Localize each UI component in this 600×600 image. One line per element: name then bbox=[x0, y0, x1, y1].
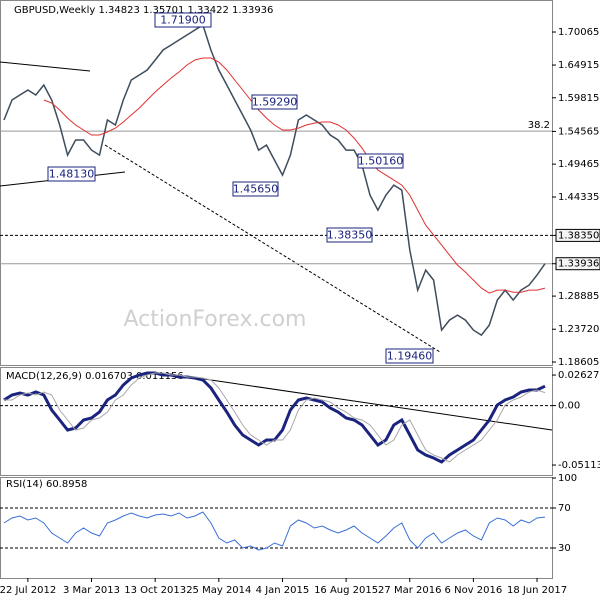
annotation-box bbox=[232, 181, 279, 197]
y-tick-label: 1.49465 bbox=[558, 159, 599, 170]
y-tick-label: 1.70065 bbox=[558, 27, 599, 38]
y-tick-label: 1.54565 bbox=[558, 126, 599, 137]
series-line bbox=[3, 23, 546, 337]
annotation-box bbox=[385, 348, 434, 364]
price-box bbox=[555, 228, 600, 242]
y-tick-label: 100 bbox=[558, 473, 577, 484]
series-line bbox=[43, 57, 546, 294]
x-tick-label: 16 Aug 2015 bbox=[314, 585, 378, 596]
annotation-box bbox=[251, 94, 298, 110]
annotation: 1.38350 bbox=[327, 229, 373, 242]
x-tick-label: 6 Nov 2016 bbox=[445, 585, 503, 596]
macd-panel bbox=[0, 367, 553, 476]
annotation-box bbox=[326, 227, 373, 243]
x-tick-label: 4 Jan 2015 bbox=[256, 585, 310, 596]
series-line bbox=[4, 372, 546, 463]
macd-title: MACD(12,26,9) 0.016703 0.011156 bbox=[6, 371, 184, 382]
price-box bbox=[555, 257, 600, 271]
x-tick-label: 27 Mar 2016 bbox=[378, 585, 441, 596]
y-tick-label: 1.64915 bbox=[558, 60, 599, 71]
y-tick-label: 30 bbox=[558, 543, 571, 554]
x-tick-label: 13 Oct 2013 bbox=[124, 585, 186, 596]
annotation: 1.59290 bbox=[252, 96, 298, 109]
y-tick-label: 1.44335 bbox=[558, 192, 599, 203]
x-tick-label: 18 Jun 2017 bbox=[507, 585, 567, 596]
y-tick-label: 0.00 bbox=[558, 401, 580, 412]
x-tick-label: 25 May 2014 bbox=[186, 585, 251, 596]
rsi-title: RSI(14) 60.8958 bbox=[6, 479, 87, 490]
chart-title: GBPUSD,Weekly 1.34823 1.35701 1.33422 1.… bbox=[14, 5, 273, 16]
annotation-box bbox=[47, 166, 96, 182]
trend-line bbox=[169, 373, 553, 431]
x-tick-label: 3 Mar 2013 bbox=[63, 585, 120, 596]
annotation: 1.71900 bbox=[160, 14, 206, 27]
watermark: ActionForex.com bbox=[124, 307, 307, 332]
y-tick-label: -0.051137 bbox=[558, 460, 600, 471]
trend-line bbox=[0, 61, 91, 72]
annotation-box bbox=[357, 153, 404, 169]
y-tick-label: 1.23720 bbox=[558, 324, 599, 335]
annotation: 1.50160 bbox=[358, 155, 404, 168]
y-tick-label: 1.28885 bbox=[558, 291, 599, 302]
y-tick-label: 1.18605 bbox=[558, 357, 599, 368]
y-tick-label: 0.026276 bbox=[558, 370, 600, 381]
series-line bbox=[3, 511, 546, 551]
level-label: 38.2 bbox=[528, 120, 550, 131]
x-tick-label: 22 Jul 2012 bbox=[0, 585, 56, 596]
y-tick-label: 1.33936 bbox=[558, 259, 599, 270]
annotation: 1.19460 bbox=[387, 350, 433, 363]
price-panel bbox=[0, 0, 553, 366]
y-tick-label: 70 bbox=[558, 503, 571, 514]
y-tick-label: 1.59815 bbox=[558, 93, 599, 104]
annotation: 1.48130 bbox=[49, 168, 95, 181]
rsi-panel bbox=[0, 477, 553, 579]
annotation: 1.45650 bbox=[233, 183, 279, 196]
y-tick-label: 1.38350 bbox=[558, 230, 599, 241]
annotation-box bbox=[154, 12, 212, 28]
trend-line bbox=[104, 144, 441, 353]
